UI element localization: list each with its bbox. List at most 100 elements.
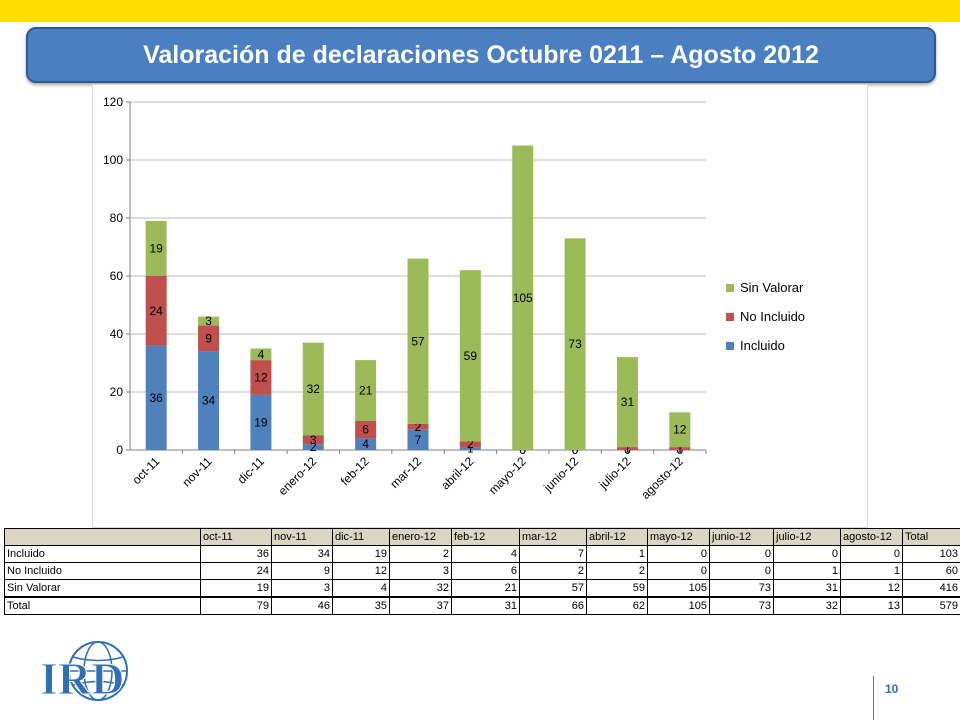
y-tick-label: 0 (116, 443, 123, 457)
table-cell: 0 (709, 562, 774, 580)
data-table: oct-11 nov-11 dic-11 enero-12 feb-12 mar-12 ab… (4, 528, 960, 615)
legend-label: No Incluido (740, 309, 805, 324)
table-cell: mar-12 (519, 528, 587, 546)
data-label: 4 (362, 437, 369, 451)
bar-segment (302, 435, 324, 445)
table-cell: Total (902, 528, 960, 546)
data-label: 2 (415, 420, 422, 434)
table-cell: 32 (773, 596, 841, 615)
bar-segment (355, 421, 377, 439)
table-cell: 62 (586, 596, 648, 615)
table-cell: 579 (902, 596, 960, 615)
table-cell: abril-12 (586, 528, 648, 546)
bar-segment (250, 348, 272, 361)
table-cell: 73 (709, 596, 774, 615)
data-label: 105 (513, 291, 533, 305)
data-label: 21 (359, 384, 373, 398)
table-cell: 7 (519, 545, 587, 563)
table-row: oct-11 nov-11 dic-11 enero-12 feb-12 mar-12 ab… (4, 528, 960, 546)
data-label: 59 (464, 349, 478, 363)
table-cell: 21 (451, 579, 520, 598)
data-label: 1 (676, 442, 683, 456)
table-row: Incluido 36 34 19 2 4 7 1 0 0 0 0 103 (4, 545, 960, 563)
bar-segment (459, 447, 481, 450)
table-cell: 2 (389, 545, 452, 563)
data-label: 36 (150, 391, 164, 405)
table-cell: 416 (902, 579, 960, 598)
bar-segment (669, 412, 691, 448)
table-cell: 105 (647, 579, 710, 598)
row-label (4, 528, 201, 546)
table-cell: 46 (271, 596, 333, 615)
table-cell: 6 (451, 562, 520, 580)
bar-segment (198, 351, 220, 450)
data-label: 1 (467, 442, 474, 456)
table-cell: enero-12 (389, 528, 452, 546)
data-label: 4 (258, 347, 265, 361)
bar-segment (564, 238, 586, 450)
table-row: No Incluido 24 9 12 3 6 2 2 0 0 1 1 60 (4, 562, 960, 580)
data-label: 19 (254, 415, 268, 429)
globe-icon (68, 641, 128, 701)
data-label: 73 (568, 337, 582, 351)
table-cell: 1 (840, 562, 903, 580)
table-cell: 32 (389, 579, 452, 598)
table-cell: 73 (709, 579, 774, 598)
page-number-divider (873, 676, 874, 720)
table-cell: 12 (332, 562, 390, 580)
table-cell: 57 (519, 579, 587, 598)
legend-label: Incluido (740, 338, 785, 353)
table-cell: 0 (773, 545, 841, 563)
bar-segment (145, 345, 167, 450)
bar-segment (355, 360, 377, 421)
bar-segment (355, 438, 377, 450)
table-cell: 24 (200, 562, 272, 580)
table-cell: 1 (586, 545, 648, 563)
bar-segment (407, 258, 429, 424)
bar-segment (302, 444, 324, 450)
bar-segment (512, 145, 534, 450)
table-cell: 2 (586, 562, 648, 580)
table-cell: 19 (200, 579, 272, 598)
table-cell: 31 (451, 596, 520, 615)
data-label: 2 (310, 440, 317, 454)
table-cell: 3 (389, 562, 452, 580)
data-label: 12 (254, 371, 268, 385)
table-cell: 4 (332, 579, 390, 598)
row-label: Incluido (4, 545, 201, 563)
data-label: 57 (411, 334, 425, 348)
ird-logo: IRD (40, 641, 128, 702)
table-cell: 66 (519, 596, 587, 615)
y-tick-label: 100 (103, 153, 123, 167)
table-cell: 34 (271, 545, 333, 563)
legend-swatch (726, 284, 734, 292)
bar-segment (145, 220, 167, 276)
table-row: Total 79 46 35 37 31 66 62 105 73 32 13 579 (4, 596, 960, 615)
y-tick-label: 120 (103, 95, 123, 109)
table-cell: 35 (332, 596, 390, 615)
bar-segment (459, 270, 481, 442)
data-label: 7 (415, 433, 422, 447)
bar-segment (198, 325, 220, 352)
row-label: Total (4, 596, 201, 615)
table-cell: 31 (773, 579, 841, 598)
table-cell: oct-11 (200, 528, 272, 546)
table-cell: mayo-12 (647, 528, 710, 546)
y-tick-label: 40 (110, 327, 124, 341)
bar-segment (669, 447, 691, 450)
top-accent-bar (0, 0, 960, 22)
bar-segment (459, 441, 481, 448)
table-cell: 59 (586, 579, 648, 598)
data-label: 1 (624, 442, 631, 456)
data-label: 12 (673, 423, 687, 437)
stacked-bar-chart: 020406080100120362419oct-113493nov-11191… (92, 84, 868, 528)
table-cell: 0 (840, 545, 903, 563)
data-label: 24 (150, 304, 164, 318)
table-cell: 1 (773, 562, 841, 580)
page-number: 10 (885, 682, 899, 696)
table-cell: 2 (519, 562, 587, 580)
bar-segment (250, 360, 272, 395)
table-cell: 0 (647, 562, 710, 580)
legend-label: Sin Valorar (740, 280, 804, 295)
bar-segment (616, 357, 638, 448)
